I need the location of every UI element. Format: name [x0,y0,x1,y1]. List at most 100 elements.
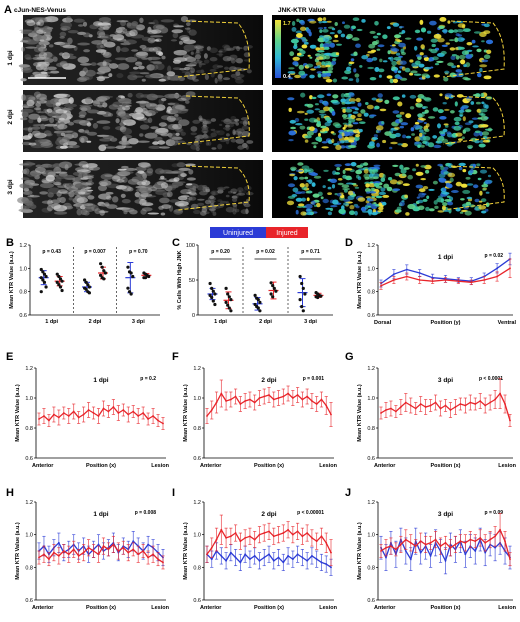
legend: Uninjured Injured [210,227,308,238]
series-point [429,541,432,544]
series-point [320,561,323,564]
series-point [444,404,447,407]
series-point [390,545,392,547]
series-point [282,561,285,564]
series-point [210,546,213,549]
data-point [99,262,103,266]
panel-label-h: H [6,487,14,499]
y-tick-label: 0.8 [193,426,201,432]
p-value: p = 0.71 [301,249,320,255]
right-image-title: JNK-KTR Value [278,7,326,14]
series-point [409,541,412,544]
data-point [55,280,59,284]
series-point [311,555,313,557]
chart-d: 0.6 0.8 1.0 1.2 Mean KTR Value (a.u.) 1 dpi p … [357,243,516,326]
series-point [405,275,408,278]
series-point [263,532,266,534]
series-point [479,537,482,539]
data-point [274,289,278,293]
series-point [509,267,511,270]
series-point [137,415,140,417]
y-tick-label: 0.6 [367,313,375,319]
chart-e: 0.6 0.8 1.0 1.2 Mean KTR Value (a.u.) 1 dpi p … [15,366,170,469]
p-value: p = 0.008 [135,510,156,516]
chart-title: 3 dpi [438,377,453,384]
legend-injured-label: Injured [276,230,298,237]
series-point [43,415,45,417]
series-point [390,407,392,410]
y-axis-label: Mean KTR Value (a.u.) [15,522,21,580]
data-point [298,298,302,302]
series-point [496,267,498,270]
panel-label-g: G [345,351,354,363]
series-point [301,398,304,401]
series-point [504,403,506,405]
x-axis-label: Position (x) [254,463,284,469]
panel-label-a: A [4,4,12,16]
series-injured [205,514,333,567]
panel-label-d: D [345,237,353,249]
data-point [55,272,59,276]
data-point [87,291,91,295]
series-point [258,559,261,562]
series-point [244,553,247,556]
data-point [129,271,133,275]
series-point [474,550,477,552]
panel-label-e: E [6,351,13,363]
data-point [102,277,106,281]
y-tick-label: 1.2 [25,500,33,506]
series-point [107,548,110,551]
series-point [263,556,266,559]
series-point [225,400,227,402]
series-point [249,535,251,538]
y-tick-label: 1.0 [367,396,375,402]
series-point [132,548,135,551]
series-point [152,553,154,556]
series-point [459,403,462,405]
data-point [227,295,231,299]
data-point [253,293,257,297]
row-label-1dpi: 1 dpi [7,50,14,65]
series-point [220,528,223,531]
chart-title: 1 dpi [93,377,108,384]
series-point [102,407,105,410]
y-tick-label: 0.6 [25,456,33,462]
series-point [132,540,135,543]
series-point [315,403,318,405]
series-point [82,551,85,554]
venus-images [17,15,263,218]
series-point [234,556,237,559]
series-point [263,395,266,398]
chart-title: 3 dpi [438,511,453,518]
series-point [112,543,115,546]
panel-label-f: F [172,351,179,363]
series-point [419,551,422,554]
data-point [42,280,47,284]
p-value: p = 0.20 [211,249,230,255]
series-point [457,280,460,283]
data-point [224,300,228,304]
data-point [147,274,151,279]
series-point [469,401,472,404]
chart-title: 2 dpi [261,377,276,384]
data-point [301,309,305,313]
series-point [484,551,487,554]
series-point [215,401,218,404]
ktr-image-2 [272,90,518,152]
data-point [226,303,230,307]
series-point [320,535,323,538]
series-point [325,404,328,407]
series-point [249,398,251,401]
series-line [38,406,164,425]
series-point [484,541,487,544]
series-point [62,412,65,414]
data-point [258,300,262,304]
series-point [253,555,256,557]
y-tick-label: 1.0 [193,396,201,402]
group-label: 2 dpi [89,319,102,325]
data-point [84,280,88,284]
x-axis-label: Position (x) [431,605,461,611]
data-point [269,292,273,296]
series-line [38,543,164,563]
